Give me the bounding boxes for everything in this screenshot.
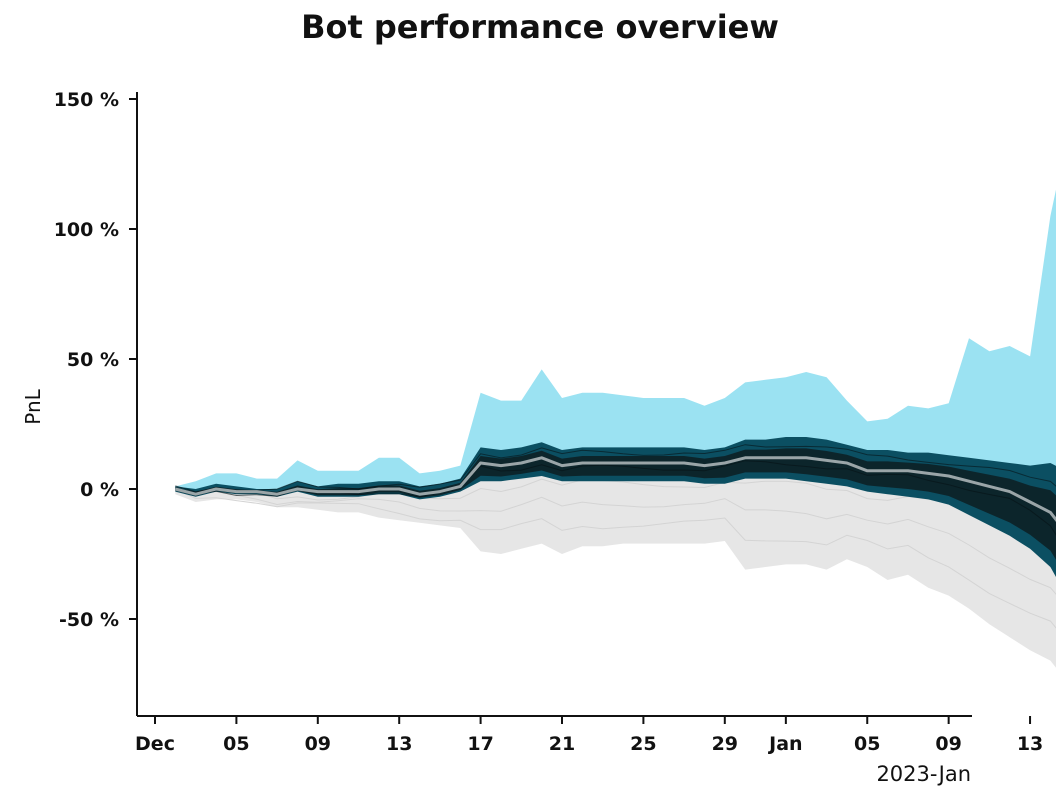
x-tick-label: 21: [549, 733, 575, 755]
y-ticks: 150 % 100 % 50 % 0 % -50 %: [54, 89, 137, 631]
x-tick-label: 05: [854, 733, 880, 755]
bot-line: [175, 488, 1056, 629]
bot-line: [175, 444, 1056, 493]
y-tick-label: 150 %: [54, 89, 119, 111]
x-tick-label: Jan: [767, 733, 802, 755]
x-tick-label: 09: [935, 733, 961, 755]
x-tick-label: Dec: [135, 733, 175, 755]
y-tick-label: -50 %: [59, 609, 119, 631]
y-tick-label: 100 %: [54, 219, 119, 241]
x-tick-label: 29: [712, 733, 738, 755]
y-tick-label: 0 %: [80, 479, 119, 501]
y-axis-label: PnL: [21, 388, 45, 424]
plot-area: [174, 189, 1056, 668]
x-tick-label: 05: [223, 733, 249, 755]
lower-band-area: [175, 457, 1056, 668]
chart-title: Bot performance overview: [301, 8, 779, 46]
axes: [136, 92, 972, 717]
x-axis-offset-label: 2023-Jan: [876, 762, 971, 786]
upper-band-area: [175, 189, 1056, 520]
x-tick-label: 25: [630, 733, 656, 755]
x-tick-label: 13: [1017, 733, 1043, 755]
y-tick-label: 50 %: [67, 349, 119, 371]
x-tick-label: 13: [386, 733, 412, 755]
x-tick-label: 17: [467, 733, 493, 755]
x-ticks: Dec05091317212529Jan05091317: [135, 716, 1043, 755]
mean-line: [174, 456, 1056, 522]
core-band-area: [175, 448, 1056, 560]
bot-line: [175, 487, 1056, 595]
x-tick-label: 09: [305, 733, 331, 755]
